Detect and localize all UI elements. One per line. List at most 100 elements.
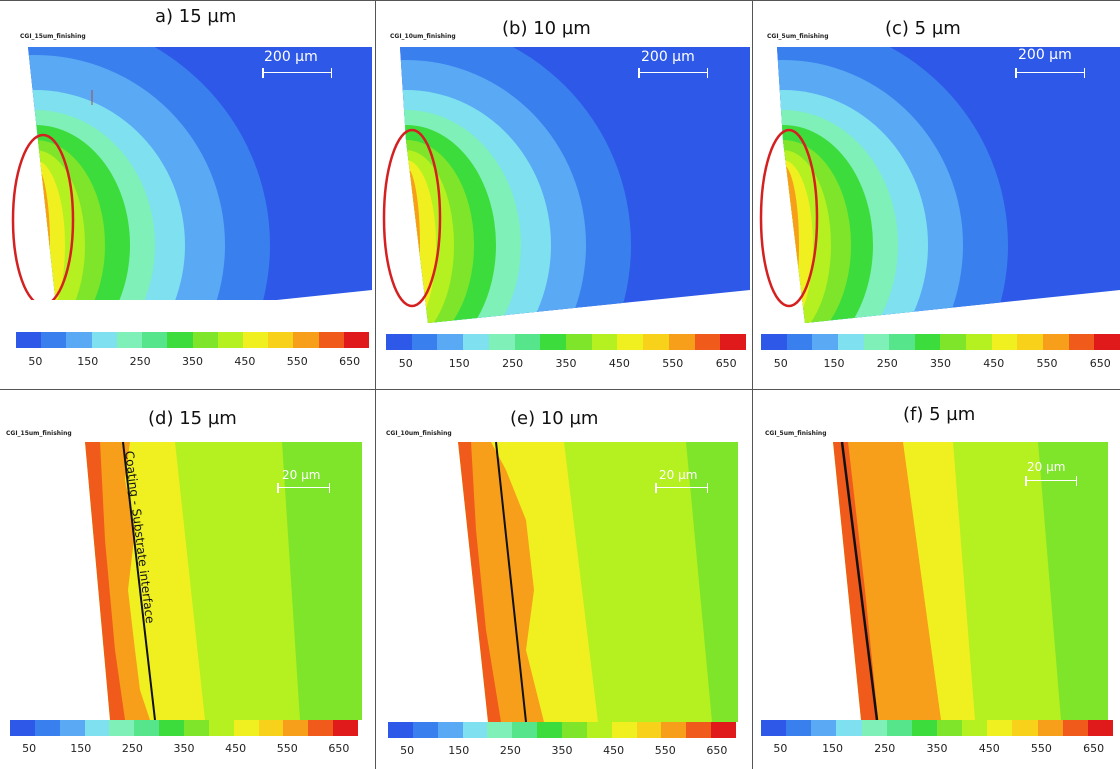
colorbar-tick-label: 250: [874, 742, 896, 755]
colorbar-swatch: [268, 332, 294, 348]
colorbar-swatch: [134, 720, 160, 736]
colorbar-tick-label: 50: [398, 357, 413, 370]
colorbar-tick-label: 250: [129, 355, 151, 368]
temperature-contour: [833, 441, 1108, 721]
colorbar-tick-label: 150: [448, 744, 470, 757]
colorbar-swatch: [863, 334, 890, 350]
panel-a: a) 15 µm CGI_15um_finishing 200 µm 50 150…: [0, 0, 375, 390]
panel-frame-top: [0, 0, 1120, 390]
colorbar-swatch: [694, 334, 721, 350]
colorbar-tick-label: 250: [121, 742, 143, 755]
colorbar: [16, 332, 370, 348]
colorbar-swatch: [109, 720, 135, 736]
colorbar-tick-label: 550: [1036, 357, 1058, 370]
colorbar-tick-label: 250: [876, 357, 898, 370]
divider-2: [752, 0, 753, 769]
colorbar-tick-label: 450: [225, 742, 247, 755]
colorbar-swatch: [761, 720, 787, 736]
colorbar-swatch: [812, 334, 838, 350]
colorbar-swatch: [936, 720, 963, 736]
colorbar-tick-label: 450: [603, 744, 625, 757]
scale-bar: [638, 68, 708, 78]
colorbar-tick-label: 450: [608, 357, 630, 370]
colorbar-swatch: [537, 722, 563, 738]
colorbar-swatch: [34, 720, 60, 736]
colorbar-swatch: [343, 332, 370, 348]
colorbar-swatch: [786, 720, 812, 736]
colorbar-swatch: [386, 334, 412, 350]
colorbar-swatch: [1037, 720, 1063, 736]
colorbar-swatch: [318, 332, 344, 348]
colorbar-swatch: [940, 334, 967, 350]
colorbar-tick-label: 650: [715, 357, 737, 370]
colorbar-swatch: [566, 334, 592, 350]
scale-bar: [1025, 476, 1077, 486]
colorbar-swatch: [1062, 720, 1088, 736]
colorbar-swatch: [488, 334, 515, 350]
panel-e: (e) 10 µm CGI_10um_finishing 20 µm 50 150…: [376, 390, 752, 769]
colorbar-tick-label: 350: [173, 742, 195, 755]
colorbar-swatch: [987, 720, 1013, 736]
colorbar-tick-label: 650: [1089, 357, 1111, 370]
colorbar: [761, 720, 1113, 736]
colorbar-tick-label: 550: [654, 744, 676, 757]
colorbar-swatch: [911, 720, 937, 736]
colorbar-swatch: [1094, 334, 1120, 350]
scale-bar: [262, 68, 332, 78]
temperature-contour: [11, 47, 372, 300]
colorbar-swatch: [889, 334, 915, 350]
colorbar-swatch: [411, 334, 438, 350]
scale-bar: [1015, 68, 1085, 78]
colorbar-swatch: [233, 720, 259, 736]
scale-bar-label: 20 µm: [659, 468, 698, 482]
colorbar-swatch: [59, 720, 85, 736]
colorbar-swatch: [761, 334, 787, 350]
colorbar: [761, 334, 1120, 350]
simulation-label: CGI_5um_finishing: [765, 430, 827, 437]
colorbar-swatch: [84, 720, 110, 736]
colorbar-swatch: [991, 334, 1018, 350]
colorbar-swatch: [540, 334, 567, 350]
colorbar-tick-label: 450: [234, 355, 256, 368]
colorbar-swatch: [1068, 334, 1095, 350]
temperature-contour: [85, 441, 362, 721]
colorbar-swatch: [643, 334, 669, 350]
colorbar-swatch: [437, 722, 463, 738]
colorbar-swatch: [966, 334, 992, 350]
colorbar-swatch: [886, 720, 912, 736]
panel-title: (b) 10 µm: [502, 18, 591, 39]
colorbar-swatch: [514, 334, 541, 350]
colorbar-swatch: [388, 722, 413, 738]
colorbar-swatch: [711, 722, 737, 738]
panel-d: (d) 15 µm CGI_15um_finishing Coating - S…: [0, 390, 375, 769]
colorbar-swatch: [786, 334, 813, 350]
colorbar-swatch: [217, 332, 243, 348]
simulation-label: CGI_15um_finishing: [20, 33, 86, 40]
scale-bar-label: 20 µm: [1027, 460, 1066, 474]
colorbar-swatch: [487, 722, 513, 738]
colorbar-swatch: [586, 722, 612, 738]
colorbar-tick-label: 550: [276, 742, 298, 755]
temperature-contour: [382, 47, 750, 323]
colorbar-swatch: [811, 720, 837, 736]
colorbar-tick-label: 50: [773, 357, 788, 370]
colorbar-swatch: [611, 722, 637, 738]
colorbar-tick-label: 50: [28, 355, 43, 368]
colorbar-swatch: [720, 334, 747, 350]
colorbar-tick-label: 650: [1083, 742, 1105, 755]
colorbar-swatch: [437, 334, 464, 350]
colorbar-swatch: [16, 332, 42, 348]
panel-title: (e) 10 µm: [510, 408, 599, 429]
temperature-contour: [458, 441, 738, 723]
colorbar-tick-label: 350: [551, 744, 573, 757]
colorbar-tick-label: 550: [1030, 742, 1052, 755]
colorbar: [388, 722, 737, 738]
colorbar-swatch: [116, 332, 143, 348]
panel-title: (d) 15 µm: [148, 408, 237, 429]
colorbar-tick-label: 150: [823, 357, 845, 370]
colorbar-swatch: [668, 334, 695, 350]
simulation-label: CGI_5um_finishing: [767, 33, 829, 40]
colorbar-swatch: [591, 334, 618, 350]
colorbar-swatch: [208, 720, 234, 736]
colorbar-tick-label: 350: [555, 357, 577, 370]
